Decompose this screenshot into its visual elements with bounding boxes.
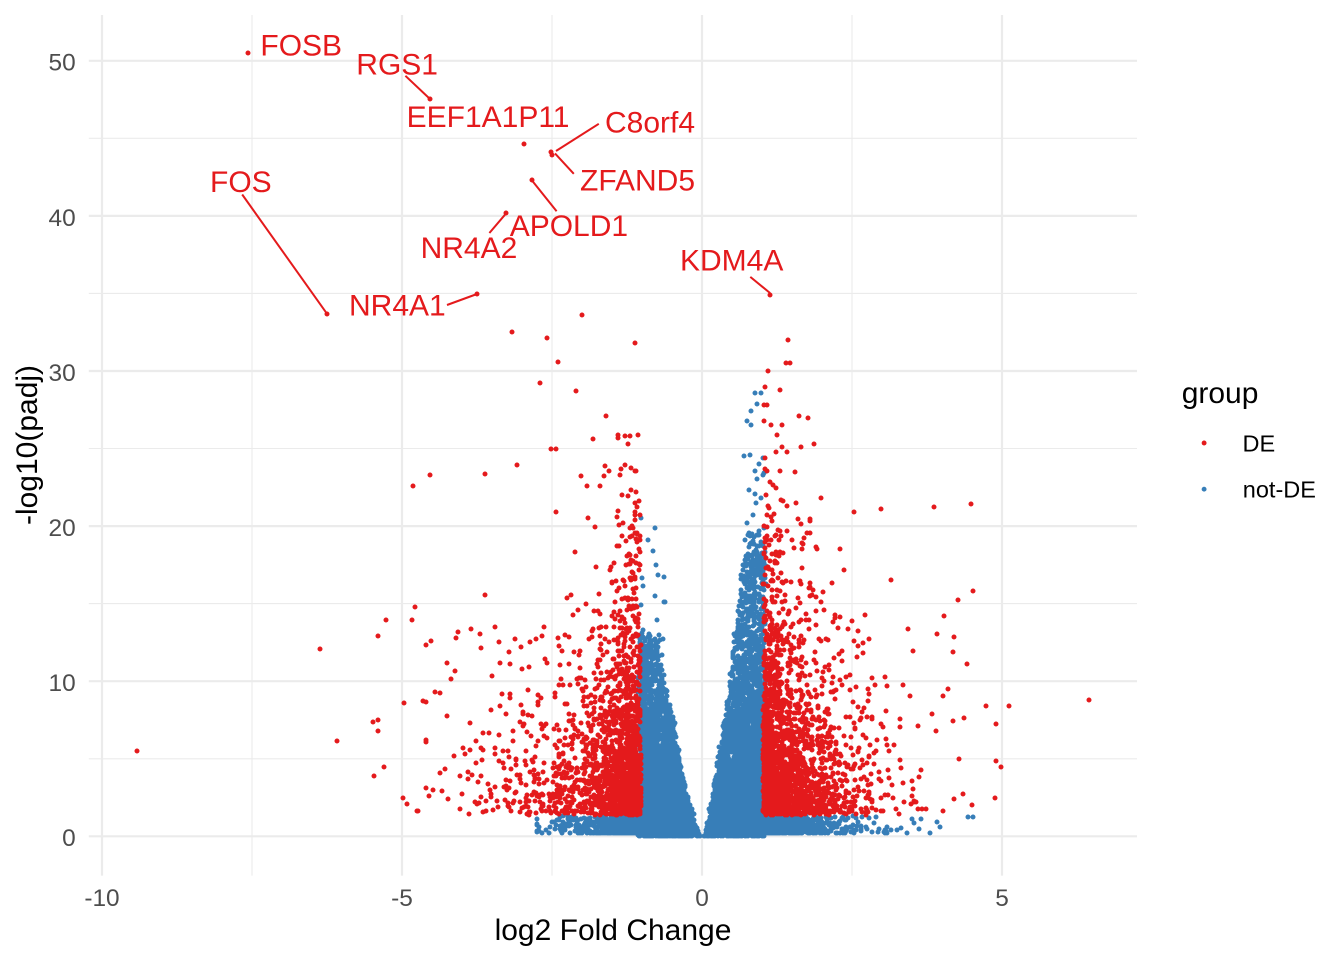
svg-text:-10: -10 bbox=[84, 885, 119, 912]
svg-text:40: 40 bbox=[49, 205, 76, 232]
svg-text:30: 30 bbox=[49, 360, 76, 387]
svg-text:0: 0 bbox=[695, 885, 709, 912]
svg-text:EEF1A1P11: EEF1A1P11 bbox=[407, 101, 570, 134]
svg-text:C8orf4: C8orf4 bbox=[605, 107, 695, 140]
svg-text:log2 Fold Change: log2 Fold Change bbox=[495, 914, 732, 947]
svg-text:FOSB: FOSB bbox=[260, 30, 342, 63]
svg-text:ZFAND5: ZFAND5 bbox=[580, 165, 695, 198]
svg-text:APOLD1: APOLD1 bbox=[510, 210, 628, 243]
svg-text:KDM4A: KDM4A bbox=[680, 244, 783, 277]
svg-text:not-DE: not-DE bbox=[1243, 477, 1316, 503]
svg-text:5: 5 bbox=[995, 885, 1009, 912]
svg-text:0: 0 bbox=[62, 825, 76, 852]
svg-text:FOS: FOS bbox=[210, 166, 272, 199]
svg-text:50: 50 bbox=[49, 50, 76, 77]
svg-text:DE: DE bbox=[1243, 430, 1276, 456]
svg-text:-5: -5 bbox=[391, 885, 413, 912]
svg-text:-log10(padj): -log10(padj) bbox=[11, 365, 44, 525]
svg-text:RGS1: RGS1 bbox=[356, 49, 438, 82]
svg-text:NR4A1: NR4A1 bbox=[349, 290, 446, 323]
svg-text:10: 10 bbox=[49, 670, 76, 697]
svg-text:NR4A2: NR4A2 bbox=[421, 232, 518, 265]
svg-text:20: 20 bbox=[49, 515, 76, 542]
svg-text:group: group bbox=[1182, 377, 1259, 410]
